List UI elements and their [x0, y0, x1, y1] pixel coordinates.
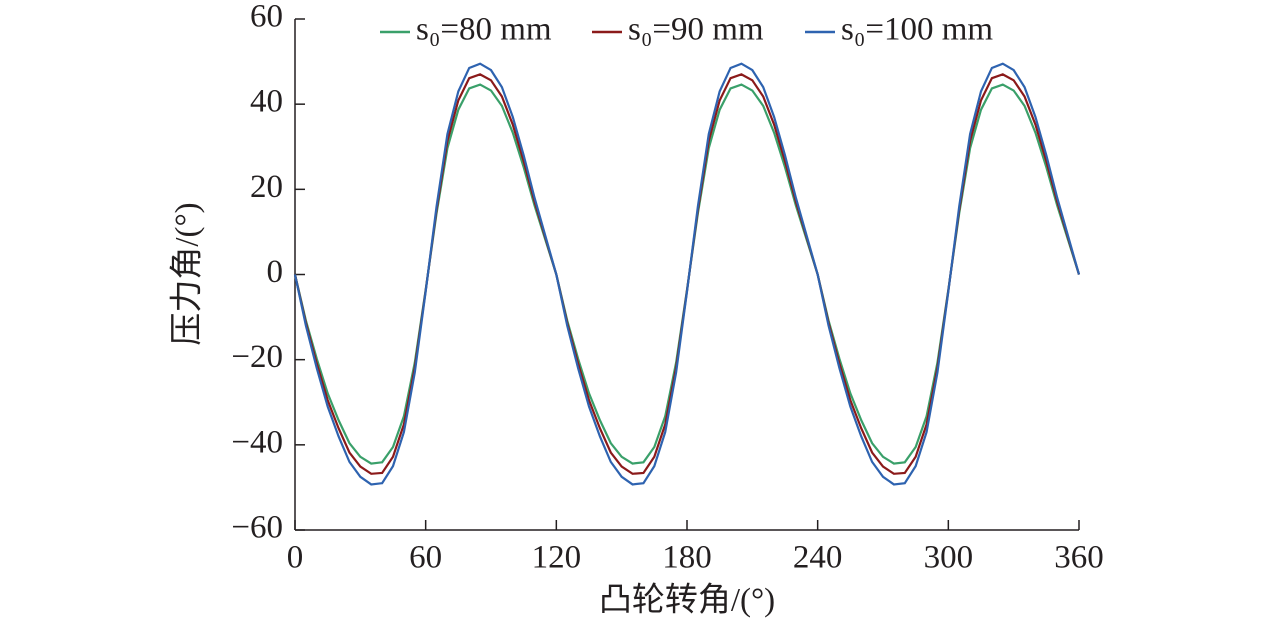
line-series	[293, 62, 1081, 486]
line-series	[293, 83, 1081, 465]
x-tick-label: 240	[793, 540, 843, 576]
x-tick-label: 60	[409, 540, 442, 576]
y-tick-label: 40	[250, 84, 283, 120]
y-tick-label: 0	[267, 254, 284, 290]
y-tick-label: 60	[250, 0, 283, 35]
x-tick-label: 360	[1054, 540, 1104, 576]
x-tick-label: 0	[287, 540, 304, 576]
x-tick-label: 300	[924, 540, 974, 576]
x-axis-label: 凸轮转角/(°)	[599, 582, 775, 619]
x-tick-label: 120	[532, 540, 582, 576]
y-tick-label: 20	[250, 169, 283, 205]
legend-label: s₀=80 mm	[416, 12, 552, 48]
y-tick-label: −40	[231, 424, 283, 460]
y-tick-label: −60	[231, 510, 283, 546]
y-axis-label: 压力角/(°)	[169, 202, 206, 345]
y-tick-label: −20	[231, 339, 283, 375]
line-series	[293, 73, 1081, 475]
legend-label: s₀=100 mm	[841, 12, 993, 48]
x-tick-label: 180	[662, 540, 712, 576]
legend-label: s₀=90 mm	[628, 12, 764, 48]
